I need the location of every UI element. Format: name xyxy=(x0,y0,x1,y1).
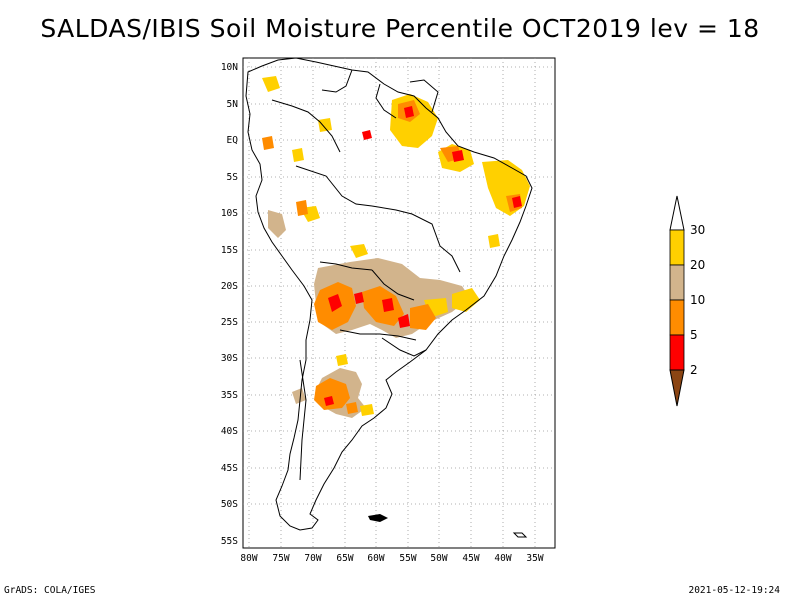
lat-tick: 50S xyxy=(221,499,238,510)
field-5-10 xyxy=(262,100,522,414)
percentile-fields xyxy=(262,76,530,418)
colorbar-label: 20 xyxy=(690,258,705,272)
lon-tick: 70W xyxy=(304,553,321,564)
latitude-axis: 10N 5N EQ 5S 10S 15S 20S 25S 30S 35S 40S… xyxy=(221,62,238,547)
lon-tick: 80W xyxy=(240,553,257,564)
colorbar-label: 5 xyxy=(690,328,698,342)
lat-tick: 10S xyxy=(221,208,238,219)
lon-tick: 75W xyxy=(272,553,289,564)
island-outline xyxy=(512,532,528,538)
lat-tick: 5S xyxy=(227,172,239,183)
lat-tick: 45S xyxy=(221,463,238,474)
lon-tick: 35W xyxy=(526,553,543,564)
lon-tick: 60W xyxy=(367,553,384,564)
plot-frame xyxy=(242,57,556,549)
footer-credit: GrADS: COLA/IGES xyxy=(4,585,96,596)
colorbar: 30 20 10 5 2 xyxy=(669,195,705,407)
colorbar-label: 10 xyxy=(690,293,705,307)
colorbar-segment-5-10 xyxy=(669,299,685,336)
longitude-axis: 80W 75W 70W 65W 60W 55W 50W 45W 40W 35W xyxy=(240,553,543,564)
lat-tick: EQ xyxy=(227,135,239,146)
falkland-islands xyxy=(368,514,388,522)
colorbar-segment-2-5 xyxy=(669,334,685,371)
lat-tick: 15S xyxy=(221,245,238,256)
colorbar-segment-10-20 xyxy=(669,264,685,301)
colorbar-label: 30 xyxy=(690,223,705,237)
field-10-20 xyxy=(268,108,528,418)
lat-tick: 25S xyxy=(221,317,238,328)
colorbar-top-arrow xyxy=(669,195,685,231)
colorbar-bottom-arrow xyxy=(669,369,685,407)
lat-tick: 35S xyxy=(221,390,238,401)
footer-timestamp: 2021-05-12-19:24 xyxy=(688,585,780,596)
lon-tick: 65W xyxy=(336,553,353,564)
field-2-5 xyxy=(324,106,522,406)
colorbar-segment-20-30 xyxy=(669,229,685,266)
lon-tick: 50W xyxy=(430,553,447,564)
lat-tick: 30S xyxy=(221,353,238,364)
map-title: SALDAS/IBIS Soil Moisture Percentile OCT… xyxy=(40,14,760,43)
coastlines-borders xyxy=(245,57,533,531)
lat-tick: 5N xyxy=(227,99,239,110)
lat-tick: 55S xyxy=(221,536,238,547)
lat-tick: 10N xyxy=(221,62,238,73)
lon-tick: 55W xyxy=(399,553,416,564)
lat-tick: 20S xyxy=(221,281,238,292)
field-20-30 xyxy=(262,76,530,416)
lon-tick: 40W xyxy=(494,553,511,564)
colorbar-label: 2 xyxy=(690,363,698,377)
lon-tick: 45W xyxy=(462,553,479,564)
lat-tick: 40S xyxy=(221,426,238,437)
